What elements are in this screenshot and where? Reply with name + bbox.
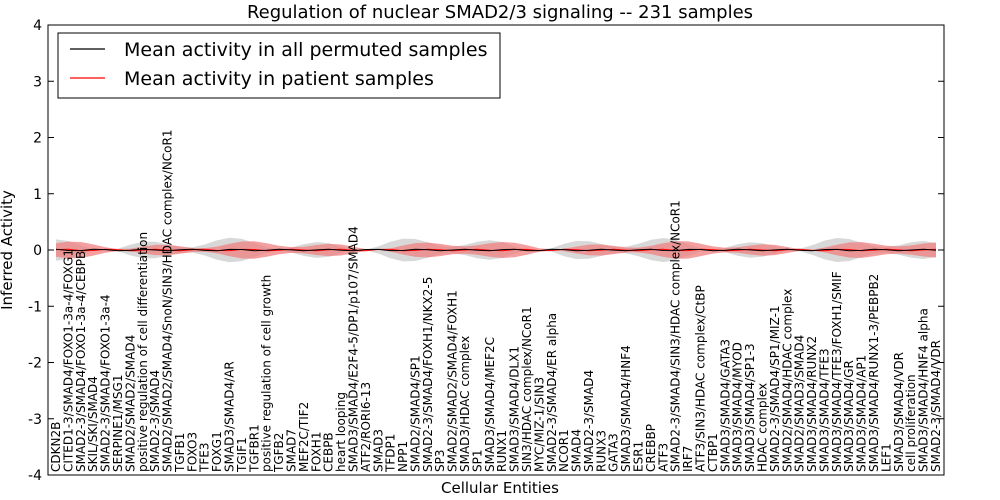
y-tick-label: -1 bbox=[28, 299, 42, 315]
category-label: SMAD3/SMAD4/GATA3 bbox=[718, 339, 732, 472]
category-label: SMAD3 bbox=[371, 429, 385, 472]
chart-title: Regulation of nuclear SMAD2/3 signaling … bbox=[247, 2, 753, 23]
category-label: SMAD3/SMAD4/MYOD bbox=[731, 342, 745, 472]
category-label: SMAD3/SMAD4/MEF2C bbox=[483, 337, 497, 472]
category-label: CEBPB bbox=[322, 432, 336, 472]
category-label: heart looping bbox=[334, 392, 348, 472]
activity-lines bbox=[55, 248, 937, 252]
category-label: RUNX3 bbox=[594, 430, 608, 472]
x-axis-label: Cellular Entities bbox=[441, 479, 559, 497]
category-label: ATF3/SIN3/HDAC complex/CtBP bbox=[694, 285, 708, 472]
category-label: SMAD3/SMAD4/RUNX1-3/PEBPB2 bbox=[867, 274, 881, 472]
category-label: SMAD7 bbox=[285, 429, 299, 472]
category-label: SKIL/SKI/SMAD4 bbox=[86, 376, 100, 472]
category-label: TGFB1 bbox=[173, 433, 187, 473]
y-tick-label: 1 bbox=[33, 187, 42, 203]
category-label: SIN3/HDAC complex/NCoR1 bbox=[520, 306, 534, 472]
category-label: positive regulation of cell differentiat… bbox=[136, 232, 150, 472]
legend: Mean activity in all permuted samples Me… bbox=[57, 32, 501, 99]
category-label: SMAD2/SMAD2/SMAD4/SnoN/SIN3/HDAC complex… bbox=[161, 130, 175, 473]
category-label: SMAD3/SMAD4/HNF4 alpha bbox=[917, 308, 931, 472]
y-tick-label: 4 bbox=[33, 18, 42, 34]
category-label: SMAD3/SMAD4/TFE3/FOXH1/SMIF bbox=[830, 271, 844, 472]
category-label: TFDP1 bbox=[384, 434, 398, 473]
category-label: SMAD3/HDAC complex bbox=[458, 336, 472, 472]
category-label: cell proliferation bbox=[904, 374, 918, 472]
category-label: SMAD3/SMAD4/DLX1 bbox=[508, 346, 522, 472]
category-label: RUNX1 bbox=[495, 430, 509, 472]
y-tick-label: 2 bbox=[33, 131, 42, 147]
category-label: SMAD3/SMAD4/SP1-3 bbox=[743, 343, 757, 472]
legend-label-patient: Mean activity in patient samples bbox=[124, 68, 434, 90]
category-label: positive regulation of cell growth bbox=[260, 275, 274, 472]
category-label: MEF2C/TIF2 bbox=[297, 402, 311, 472]
category-label: MYC/MIZ-1/SIN3 bbox=[532, 377, 546, 472]
category-label: SMAD2-3/SMAD4/SP1/MIZ-1 bbox=[768, 305, 782, 472]
category-label: IRF7 bbox=[681, 446, 695, 472]
category-label: FOXH1 bbox=[309, 432, 323, 472]
category-label: SMAD3/SMAD4/TFE3 bbox=[818, 348, 832, 472]
y-axis-label: Inferred Activity bbox=[0, 190, 16, 310]
category-label: FOXG1 bbox=[210, 431, 224, 472]
category-label: SMAD2/SMAD2/SMAD4/FOXH1 bbox=[446, 290, 460, 472]
y-tick-label: -4 bbox=[28, 468, 42, 484]
permuted-mean-line bbox=[55, 248, 937, 252]
category-label: HDAC complex bbox=[756, 383, 770, 472]
category-label: CITED1-3/SMAD4/FOXO1-3a-4/FOXG1 bbox=[61, 249, 75, 472]
category-label: TGIF1 bbox=[235, 437, 249, 473]
category-label: SP3 bbox=[433, 450, 447, 473]
category-label: NCOR1 bbox=[557, 429, 571, 472]
category-label: SP1 bbox=[470, 450, 484, 473]
legend-label-permuted: Mean activity in all permuted samples bbox=[124, 39, 487, 61]
category-label: SMAD3/SMAD4/GR bbox=[842, 360, 856, 472]
category-label: SMAD2/SMAD4/SP1 bbox=[408, 355, 422, 472]
category-label: LEF1 bbox=[879, 443, 893, 472]
y-tick-label: -3 bbox=[28, 412, 42, 428]
category-label: SMAD2-3/SMAD4/FOXO1-3a-4/CEBPB bbox=[74, 251, 88, 472]
y-tick-label: 3 bbox=[33, 74, 42, 90]
category-label: ESR1 bbox=[632, 441, 646, 472]
category-label: SMAD2/SMAD2/SMAD4 bbox=[123, 335, 137, 472]
category-label: ATF2/RORI6-13 bbox=[359, 382, 373, 472]
category-label: TFE3 bbox=[198, 443, 212, 473]
category-label: SMAD3/SMAD4/AR bbox=[223, 361, 237, 472]
category-label: SMAD3/SMAD4/AP1 bbox=[855, 355, 869, 472]
category-label: SMAD2-3/SMAD4/VDR bbox=[929, 340, 943, 472]
y-tick-label: 0 bbox=[33, 243, 42, 259]
category-label: SMAD2-3/SMAD4 bbox=[582, 370, 596, 472]
category-label: CDKN2B bbox=[49, 422, 63, 472]
category-label: SMAD2-3/SMAD4/ER alpha bbox=[545, 313, 559, 472]
legend-box bbox=[57, 32, 501, 99]
category-label: SMAD2-3/SMAD4/FOXH1/NKX2-5 bbox=[421, 277, 435, 472]
category-label: CREBBP bbox=[644, 424, 658, 472]
category-label: CTBP1 bbox=[706, 433, 720, 472]
category-label: ATF3 bbox=[656, 443, 670, 472]
category-label: SMAD2-3/SMAD4 bbox=[148, 370, 162, 472]
category-label: SMAD2/SMAD4/HDAC complex bbox=[780, 289, 794, 472]
category-label: SMAD3/SMAD4/RUNX2 bbox=[805, 336, 819, 472]
category-label: SMAD2/SMAD3/SMAD4 bbox=[793, 335, 807, 472]
category-label: SMAD2-3/SMAD4/SIN3/HDAC complex/NCoR1 bbox=[669, 200, 683, 472]
category-label: SMAD3/SMAD4/HNF4 bbox=[619, 345, 633, 472]
category-label: SERPINE1/MSG1 bbox=[111, 375, 125, 472]
y-axis-ticks: -4 -3 -2 -1 0 1 2 3 4 bbox=[28, 18, 944, 484]
category-labels: CDKN2BCITED1-3/SMAD4/FOXO1-3a-4/FOXG1SMA… bbox=[49, 130, 943, 474]
category-label: NPP1 bbox=[396, 441, 410, 472]
category-label: TGFBR1 bbox=[247, 424, 261, 473]
category-label: TGFB2 bbox=[272, 433, 286, 473]
category-label: SMAD4 bbox=[570, 429, 584, 472]
category-label: SMAD3/SMAD4/E2F4-5/DP1/p107/SMAD4 bbox=[347, 226, 361, 472]
y-tick-label: -2 bbox=[28, 356, 42, 372]
category-label: SMAD2-3/SMAD4/FOXO1-3a-4 bbox=[99, 294, 113, 472]
category-label: FOXO3 bbox=[185, 432, 199, 472]
category-label: GATA3 bbox=[607, 433, 621, 472]
category-label: SMAD3/SMAD4/VDR bbox=[892, 352, 906, 472]
